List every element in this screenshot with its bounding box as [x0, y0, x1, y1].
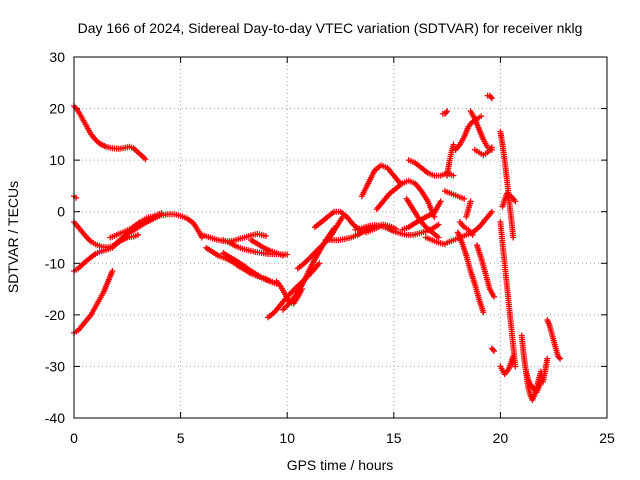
data-point: [491, 293, 498, 300]
grid: [74, 57, 607, 418]
series-arc-35: [463, 198, 474, 220]
data-point: [142, 156, 149, 163]
y-tick-label: 20: [49, 101, 65, 117]
data-point: [488, 95, 495, 102]
data-point: [469, 231, 476, 238]
data-point: [443, 109, 450, 116]
series-arc-14: [273, 278, 306, 307]
data-point: [109, 268, 116, 275]
y-tick-label: -10: [45, 255, 65, 271]
series-arc-01: [71, 102, 149, 163]
data-point: [450, 172, 457, 179]
series-arc-27: [471, 144, 495, 158]
data-point: [444, 108, 451, 115]
series-arc-31: [473, 242, 498, 300]
series-arc-37: [488, 345, 498, 354]
series-arc-22: [399, 198, 444, 233]
x-axis-label: GPS time / hours: [287, 457, 394, 473]
data-point: [299, 286, 306, 293]
data-point: [158, 210, 165, 217]
x-tick-label: 20: [493, 430, 509, 446]
data-point: [435, 234, 442, 241]
series-arc-29: [484, 92, 495, 102]
series-arc-41: [497, 353, 517, 378]
series-arc-06: [107, 210, 165, 241]
data-point: [537, 378, 544, 385]
data-point: [512, 363, 519, 370]
y-tick-label: -30: [45, 358, 65, 374]
series-arc-10: [220, 249, 278, 286]
y-tick-label: -20: [45, 307, 65, 323]
series-arc-03: [71, 268, 116, 336]
y-tick-label: 0: [57, 204, 65, 220]
data-point: [491, 347, 498, 354]
data-point: [557, 355, 564, 362]
y-tick-labels: -40 -30 -20 -10 0 10 20 30: [45, 49, 65, 426]
data-point: [510, 234, 517, 241]
series-arc-43: [522, 368, 544, 396]
data-point: [325, 235, 332, 242]
data-point: [437, 198, 444, 205]
series-arc-19: [358, 162, 404, 200]
series-arc-44: [544, 317, 564, 362]
data-point: [312, 248, 319, 255]
x-tick-label: 5: [177, 430, 185, 446]
data-point: [487, 93, 494, 100]
series-arc-30: [454, 229, 487, 316]
series-arc-28: [467, 108, 495, 153]
data-point: [488, 146, 495, 153]
data-point: [510, 353, 517, 360]
series-arc-39: [497, 219, 519, 370]
data-point: [478, 113, 485, 120]
y-tick-label: 30: [49, 49, 65, 65]
x-tick-label: 0: [70, 430, 78, 446]
series-arc-18: [352, 221, 442, 238]
series-arc-33: [439, 108, 451, 117]
data-point: [435, 221, 442, 228]
data-point: [134, 231, 141, 238]
series-arc-40: [499, 190, 519, 210]
data-point: [279, 252, 286, 259]
data-point: [316, 260, 323, 267]
series-arc-42: [518, 332, 551, 403]
data-point: [450, 141, 457, 148]
data-point: [262, 232, 269, 239]
series-arc-36: [456, 219, 476, 238]
data-point: [544, 355, 551, 362]
data-point: [461, 195, 468, 202]
series-arc-34: [441, 188, 468, 202]
x-tick-label: 25: [599, 430, 615, 446]
data-point: [488, 208, 495, 215]
series-arc-11: [247, 237, 286, 259]
data-point: [480, 309, 487, 316]
chart-title: Day 166 of 2024, Sidereal Day-to-day VTE…: [78, 20, 583, 36]
data-point: [284, 251, 291, 258]
x-tick-labels: 0 5 10 15 20 25: [70, 430, 615, 446]
data-point: [489, 346, 496, 353]
data-point: [467, 198, 474, 205]
data-point: [556, 354, 563, 361]
x-tick-label: 15: [386, 430, 402, 446]
series-arc-25: [444, 208, 495, 246]
data-points: [71, 92, 564, 403]
series-arc-20: [373, 177, 438, 220]
x-tick-label: 10: [279, 430, 295, 446]
y-axis-label: SDTVAR / TECUs: [5, 181, 21, 293]
series-arc-05: [71, 219, 141, 251]
plot-frame: [73, 56, 608, 419]
series-arc-32: [444, 141, 457, 179]
y-tick-label: 10: [49, 152, 65, 168]
data-point: [289, 288, 296, 295]
data-point: [512, 198, 519, 205]
y-tick-label: -40: [45, 410, 65, 426]
